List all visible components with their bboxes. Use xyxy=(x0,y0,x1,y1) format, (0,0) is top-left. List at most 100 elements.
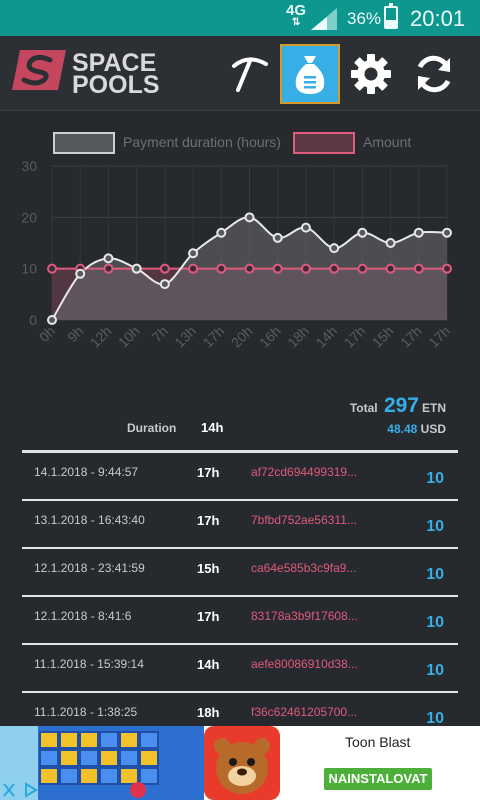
miners-button[interactable] xyxy=(220,44,280,104)
total-unit: ETN xyxy=(422,401,446,415)
table-row[interactable]: 12.1.2018 - 23:41:59 15h ca64e585b3c9fa9… xyxy=(22,547,458,595)
payment-duration: 14h xyxy=(197,657,220,672)
total-value: 297 xyxy=(383,394,419,417)
network-indicator: 4G ⇅ xyxy=(286,2,307,28)
x-tick-label: 17h xyxy=(200,323,228,351)
payment-date: 11.1.2018 - 15:39:14 xyxy=(34,657,144,671)
data-point-amount xyxy=(188,263,199,274)
bear-app-icon xyxy=(204,726,280,800)
data-point-duration xyxy=(131,263,142,274)
x-tick-label: 0h xyxy=(36,323,58,345)
payment-chart: Payment duration (hours) Amount 0 10 20 30 0h 9… xyxy=(0,112,480,382)
y-tick-label: 30 xyxy=(21,158,37,174)
payment-duration: 17h xyxy=(197,465,220,480)
transaction-link[interactable]: af72cd694499319... xyxy=(251,465,358,479)
data-point-amount xyxy=(272,263,283,274)
duration-label: Duration xyxy=(127,421,177,435)
logo-mark-icon xyxy=(12,50,66,90)
data-point-duration xyxy=(216,227,227,238)
duration-value: 14h xyxy=(201,420,224,435)
payment-duration: 15h xyxy=(197,561,220,576)
data-point-amount xyxy=(300,263,311,274)
data-point-amount xyxy=(442,263,452,274)
table-row[interactable]: 14.1.2018 - 9:44:57 17h af72cd694499319.… xyxy=(22,450,458,499)
payment-date: 11.1.2018 - 1:38:25 xyxy=(34,705,138,719)
data-point-duration xyxy=(75,268,86,279)
x-tick-label: 20h xyxy=(228,323,256,351)
total-line: Total 297 ETN xyxy=(350,394,446,418)
logo-line-1: SPACE xyxy=(72,49,157,77)
payment-duration: 17h xyxy=(197,609,220,624)
payment-date: 12.1.2018 - 8:41:6 xyxy=(34,609,132,623)
x-tick-label: 18h xyxy=(284,323,312,351)
data-point-duration xyxy=(413,227,424,238)
clock: 20:01 xyxy=(410,6,466,31)
usd-value: 48.48 xyxy=(387,422,418,436)
transaction-link[interactable]: 83178a3b9f17608... xyxy=(251,609,358,623)
payment-amount: 10 xyxy=(426,518,444,535)
payments-button[interactable] xyxy=(280,44,340,104)
payment-amount: 10 xyxy=(426,710,444,727)
money-bag-icon xyxy=(295,56,325,94)
usd-line: 48.48 USD xyxy=(387,422,446,436)
table-row[interactable]: 13.1.2018 - 16:43:40 17h 7bfbd752ae56311… xyxy=(22,499,458,547)
total-label: Total xyxy=(349,401,378,415)
data-point-duration xyxy=(103,253,114,264)
gear-icon xyxy=(351,54,391,94)
legend-swatch-duration xyxy=(53,132,115,154)
logo-text: SPACE POOLS xyxy=(72,49,160,98)
legend-label-duration: Payment duration (hours) xyxy=(123,134,281,150)
x-tick-label: 17h xyxy=(397,323,425,351)
ad-artwork xyxy=(0,726,204,800)
space-pools-logo: SPACE POOLS xyxy=(10,48,170,98)
payment-date: 13.1.2018 - 16:43:40 xyxy=(34,513,145,527)
battery-percent: 36% xyxy=(347,9,382,28)
data-point-amount xyxy=(103,263,114,274)
table-row[interactable]: 12.1.2018 - 8:41:6 17h 83178a3b9f17608..… xyxy=(22,595,458,643)
install-button[interactable]: NAINSTALOVAT xyxy=(324,768,432,790)
data-point-amount xyxy=(216,263,227,274)
data-point-duration xyxy=(244,212,255,223)
settings-button[interactable] xyxy=(341,44,401,104)
data-point-duration xyxy=(385,238,396,248)
payment-amount: 10 xyxy=(426,470,444,487)
payment-summary: Total 297 ETN Duration 14h 48.48 USD xyxy=(0,392,480,452)
signal-icon xyxy=(311,8,337,30)
table-row[interactable]: 11.1.2018 - 1:38:25 18h f36c62461205700.… xyxy=(22,691,458,739)
transaction-link[interactable]: ca64e585b3c9fa9... xyxy=(251,561,357,575)
ad-choices-icon[interactable] xyxy=(2,782,42,798)
pickaxe-icon xyxy=(232,57,268,92)
refresh-icon xyxy=(417,55,451,93)
ad-title: Toon Blast xyxy=(345,734,411,750)
x-tick-label: 10h xyxy=(115,323,143,351)
table-row[interactable]: 11.1.2018 - 15:39:14 14h aefe80086910d38… xyxy=(22,643,458,691)
data-point-amount xyxy=(47,263,57,274)
x-tick-label: 13h xyxy=(171,323,199,351)
x-tick-label: 12h xyxy=(87,323,115,351)
chart-svg: Payment duration (hours) Amount 0 10 20 30 0h 9… xyxy=(21,132,453,351)
data-point-duration xyxy=(300,222,311,233)
transaction-link[interactable]: 7bfbd752ae56311... xyxy=(251,513,357,527)
transaction-link[interactable]: aefe80086910d38... xyxy=(251,657,358,671)
payment-date: 14.1.2018 - 9:44:57 xyxy=(34,465,139,479)
data-point-duration xyxy=(272,232,283,243)
payment-amount: 10 xyxy=(426,566,444,583)
refresh-button[interactable] xyxy=(404,44,464,104)
x-tick-label: 17h xyxy=(425,323,453,351)
ad-banner[interactable]: Toon Blast NAINSTALOVAT xyxy=(0,726,480,800)
data-point-duration xyxy=(188,248,199,259)
transaction-link[interactable]: f36c62461205700... xyxy=(251,705,358,719)
payment-duration: 17h xyxy=(197,513,220,528)
x-tick-label: 7h xyxy=(149,323,171,345)
data-point-amount xyxy=(244,263,255,274)
y-tick-label: 0 xyxy=(29,312,37,328)
data-point-amount xyxy=(413,263,424,274)
x-tick-label: 14h xyxy=(312,323,340,351)
data-point-amount xyxy=(357,263,368,274)
legend-swatch-amount xyxy=(293,132,355,154)
y-tick-label: 20 xyxy=(21,209,37,225)
x-tick-label: 17h xyxy=(341,323,369,351)
legend-label-amount: Amount xyxy=(363,134,411,150)
payments-table: 14.1.2018 - 9:44:57 17h af72cd694499319.… xyxy=(22,450,458,739)
data-point-amount xyxy=(159,263,170,274)
